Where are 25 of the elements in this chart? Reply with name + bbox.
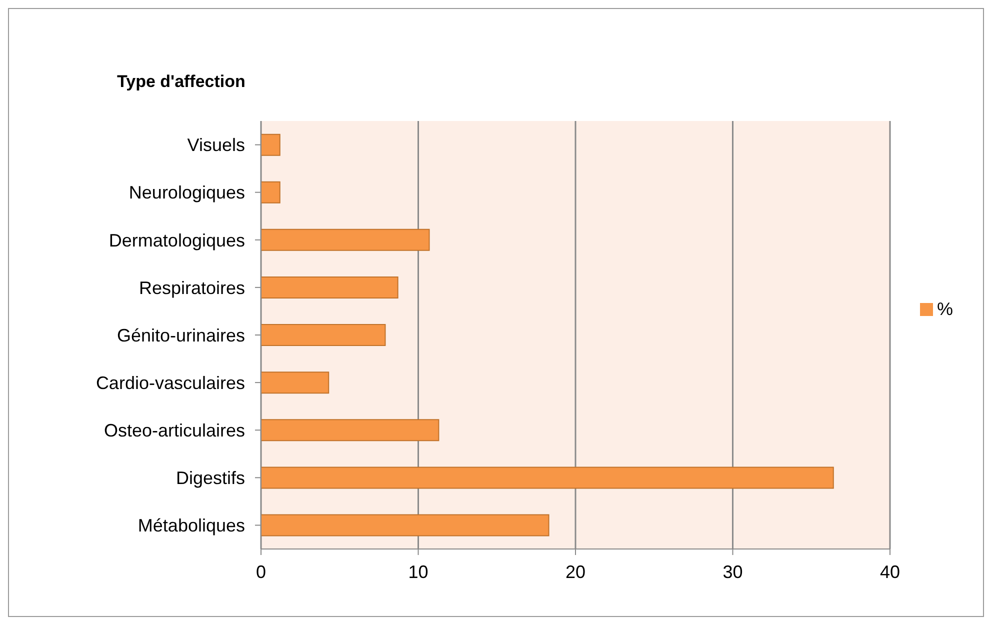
bar xyxy=(261,324,386,346)
y-tick-label: Génito-urinaires xyxy=(116,325,245,346)
y-axis-title: Type d'affection xyxy=(117,72,246,92)
x-tick-label: 20 xyxy=(565,562,586,582)
bar xyxy=(261,181,280,204)
x-tick-label: 10 xyxy=(408,562,428,582)
y-tick-label: Métaboliques xyxy=(138,516,245,536)
y-tick-label: Cardio-vasculaires xyxy=(96,372,245,393)
legend-label: % xyxy=(936,298,953,318)
bar xyxy=(261,276,398,298)
x-tick-label: 30 xyxy=(722,562,743,582)
y-tick-label: Osteo-articulaires xyxy=(104,420,245,440)
bar xyxy=(261,228,430,251)
bar xyxy=(261,419,440,442)
y-tick-label: Visuels xyxy=(187,135,245,156)
bar xyxy=(261,466,834,489)
bar xyxy=(261,134,280,156)
y-tick-label: Digestifs xyxy=(176,468,245,488)
bar xyxy=(261,514,550,536)
x-tick-label: 0 xyxy=(256,562,266,582)
x-tick-label: 40 xyxy=(880,562,900,582)
bar xyxy=(261,372,330,394)
y-tick-label: Neurologiques xyxy=(128,182,245,203)
y-tick-label: Respiratoires xyxy=(138,278,245,298)
y-tick-label: Dermatologiques xyxy=(108,230,245,250)
